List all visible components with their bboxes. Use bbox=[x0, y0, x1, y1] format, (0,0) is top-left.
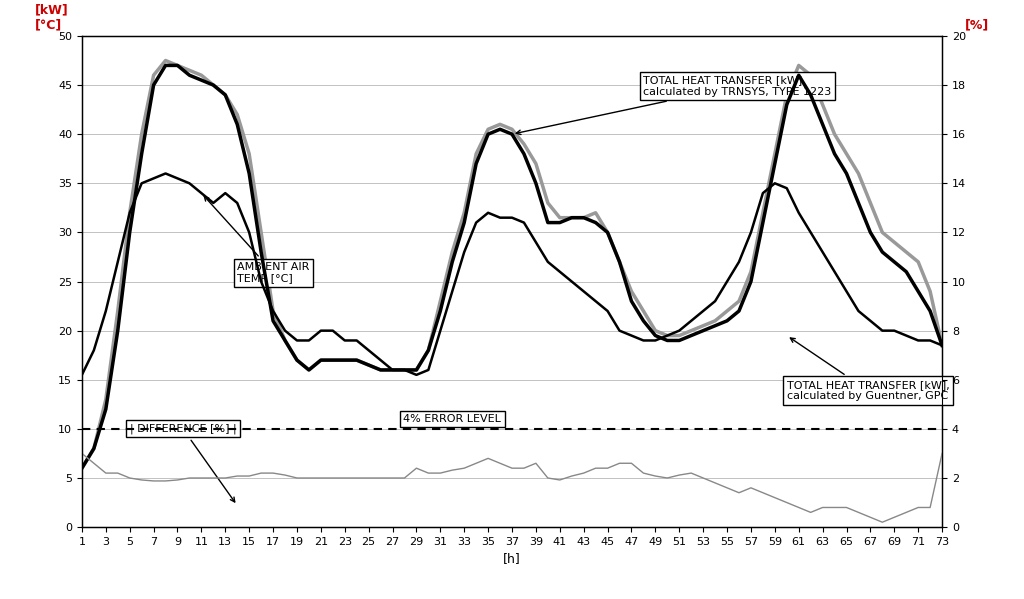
Text: [%]: [%] bbox=[966, 18, 989, 31]
X-axis label: [h]: [h] bbox=[503, 552, 521, 565]
Text: [kW]
[°C]: [kW] [°C] bbox=[35, 3, 69, 31]
Text: TOTAL HEAT TRANSFER [kW],
calculated by Guentner, GPC: TOTAL HEAT TRANSFER [kW], calculated by … bbox=[786, 338, 949, 401]
Text: 4% ERROR LEVEL: 4% ERROR LEVEL bbox=[403, 414, 501, 424]
Text: TOTAL HEAT TRANSFER [kW],
calculated by TRNSYS, TYPE 1223: TOTAL HEAT TRANSFER [kW], calculated by … bbox=[516, 75, 831, 135]
Text: AMBIENT AIR
TEMP [°C]: AMBIENT AIR TEMP [°C] bbox=[205, 196, 309, 283]
Text: | DIFFERENCE [%] |: | DIFFERENCE [%] | bbox=[130, 423, 237, 502]
